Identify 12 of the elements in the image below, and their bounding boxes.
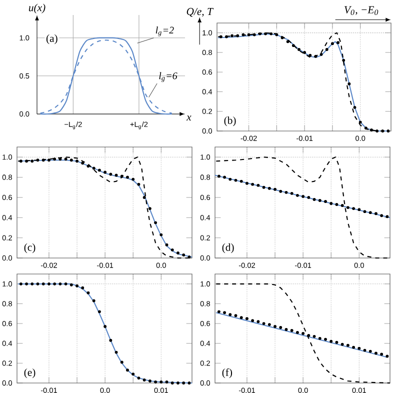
text: l$_{g}$=2 bbox=[156, 26, 174, 36]
annotation: (e) bbox=[24, 368, 36, 378]
x-axis-title: V$_{0}$, −E$_{0}$ bbox=[344, 6, 378, 16]
annotation: (f) bbox=[222, 368, 232, 378]
y-axis-title: u(x) bbox=[28, 4, 46, 14]
annotation: (a) bbox=[46, 34, 58, 44]
series-label: l$_{g}$=6 bbox=[159, 72, 178, 82]
annotation: (d) bbox=[222, 243, 234, 254]
annotation: (b) bbox=[224, 116, 236, 126]
annotation: (c) bbox=[24, 243, 36, 254]
x-axis-title: x bbox=[186, 116, 192, 120]
y-axis-title: Q/e, T bbox=[186, 8, 214, 17]
